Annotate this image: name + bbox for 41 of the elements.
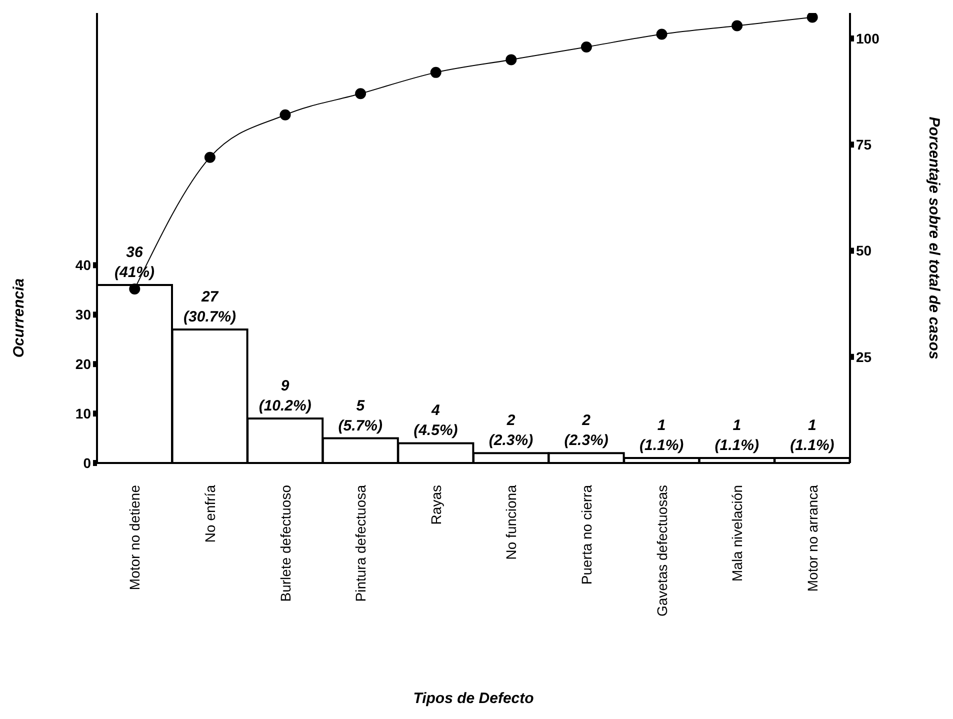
y-tick-label: 10 — [75, 406, 92, 422]
data-label: 27 (30.7%) — [184, 288, 236, 326]
point — [129, 283, 140, 294]
y-axis-title: Ocurrencia — [10, 278, 28, 358]
x-axis-title: Tipos de Defecto — [413, 690, 534, 707]
x-tick-label: No funciona — [503, 484, 520, 560]
point — [430, 66, 442, 78]
y2-axis-title: Porcentaje sobre el total de casos — [926, 116, 943, 360]
x-tick-label: Pintura defectuosa — [352, 484, 369, 602]
point — [656, 28, 668, 40]
y2-tick-label: 25 — [856, 348, 872, 365]
x-tick-label: Motor no arranca — [804, 484, 820, 592]
y2-tick-label: 50 — [856, 242, 872, 259]
data-label: 1 (1.1%) — [790, 417, 834, 454]
point — [280, 109, 291, 120]
y-tick-label: 0 — [83, 454, 92, 471]
data-label: 2 (2.3%) — [488, 412, 534, 450]
x-tick-label: Puerta no cierra — [578, 484, 594, 585]
point — [506, 54, 517, 66]
y-tick-label: 40 — [75, 257, 92, 274]
x-tick-label: Mala nivelación — [729, 485, 746, 582]
x-tick-label: Burlete defectuoso — [277, 484, 294, 602]
point — [732, 20, 743, 32]
x-tick-label: Motor no detiene — [126, 484, 143, 590]
point — [580, 41, 592, 52]
y2-tick-label: 75 — [856, 136, 872, 153]
x-tick-label: No enfría — [202, 484, 218, 543]
data-label: 1 (1.1%) — [640, 417, 684, 454]
point — [204, 152, 216, 163]
x-tick-label: Rayas — [428, 485, 444, 525]
data-label: 4 (4.5%) — [414, 402, 458, 440]
x-tick-label: Gavetas defectuosas — [654, 485, 670, 617]
data-label: 5 (5.7%) — [338, 397, 382, 434]
point — [806, 13, 818, 23]
y2-tick-label: 100 — [856, 30, 880, 46]
data-label: 1 (1.1%) — [714, 417, 759, 454]
data-label: 9 (10.2%) — [258, 377, 312, 414]
y-tick-label: 20 — [75, 356, 92, 372]
point — [355, 88, 366, 100]
data-label: 2 (2.3%) — [564, 412, 608, 450]
y-tick-label: 30 — [75, 306, 92, 323]
